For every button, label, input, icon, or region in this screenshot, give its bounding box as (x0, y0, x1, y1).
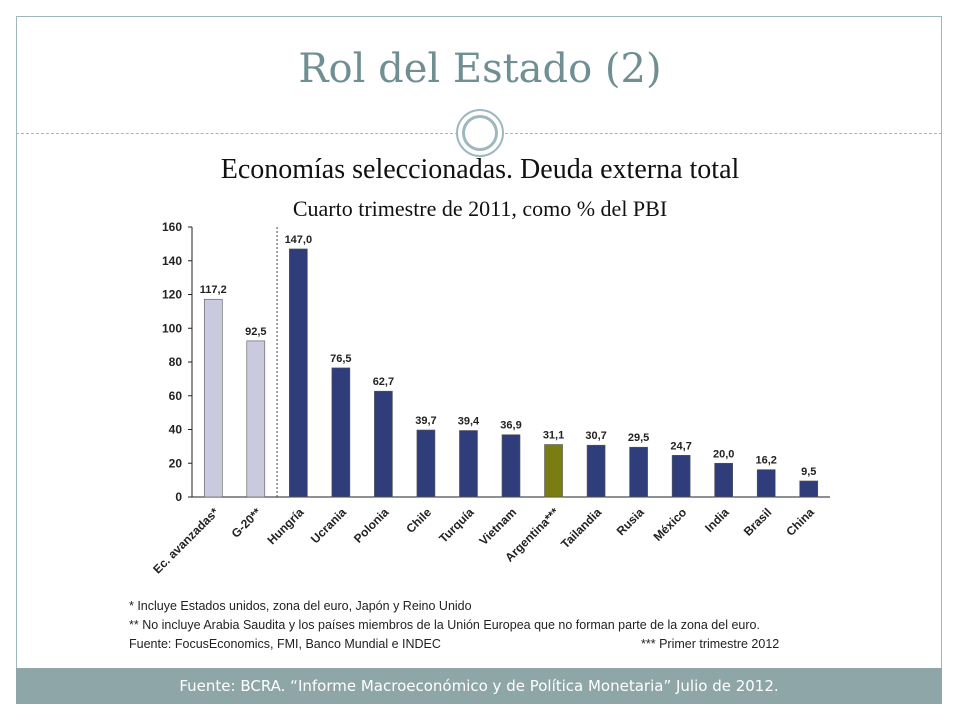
bar-value-label: 36,9 (500, 420, 521, 432)
ring-ornament-inner (462, 115, 498, 151)
category-label: Vietnam (476, 505, 519, 548)
footer-source-bar: Fuente: BCRA. “Informe Macroeconómico y … (16, 668, 942, 704)
category-label: Chile (403, 505, 434, 536)
chart-subtitle: Cuarto trimestre de 2011, como % del PBI (292, 196, 668, 221)
category-label: Ucrania (308, 505, 349, 546)
y-tick-label: 40 (169, 423, 183, 437)
bar-value-label: 16,2 (755, 455, 776, 467)
y-tick-label: 20 (169, 456, 183, 470)
external-debt-bar-chart: 0 20 40 60 80 100 120 140 160 117,2 Ec. avanzadas*… (150, 220, 830, 576)
bar-value-label: 92,5 (245, 326, 266, 338)
note-source: Fuente: FocusEconomics, FMI, Banco Mundi… (129, 637, 441, 651)
slide-title: Rol del Estado (2) (298, 46, 662, 92)
bar (799, 480, 819, 498)
y-tick-label: 140 (162, 254, 182, 268)
bar-value-label: 147,0 (285, 234, 313, 246)
bar (374, 390, 393, 498)
bar-value-label: 76,5 (330, 353, 351, 365)
note-source-line: Fuente: FocusEconomics, FMI, Banco Mundi… (129, 635, 809, 654)
category-label: México (651, 505, 690, 544)
bar (756, 469, 776, 498)
category-label: Brasil (741, 505, 774, 538)
bar (586, 444, 606, 498)
bar-value-label: 29,5 (628, 432, 649, 444)
y-tick-label: 60 (169, 389, 183, 403)
category-label: Turquía (436, 505, 477, 546)
y-tick-label: 120 (162, 288, 182, 302)
bar-value-label: 30,7 (585, 430, 606, 442)
bar-value-label: 39,4 (458, 416, 480, 428)
category-label: G-20** (229, 505, 265, 541)
bar (416, 429, 436, 498)
y-tick-label: 0 (175, 490, 182, 504)
bar-value-label: 39,7 (415, 415, 436, 427)
bar (671, 455, 691, 498)
bar-value-label: 31,1 (543, 430, 564, 442)
ring-ornament (456, 109, 504, 157)
chart-notes: * Incluye Estados unidos, zona del euro,… (129, 597, 809, 654)
bar-value-label: 117,2 (200, 284, 227, 296)
note-first-quarter: *** Primer trimestre 2012 (641, 637, 780, 651)
chart-title: Economías seleccionadas. Deuda externa t… (220, 154, 740, 185)
category-label: Hungría (264, 505, 306, 547)
bar-value-label: 9,5 (801, 466, 816, 478)
bar (459, 430, 478, 498)
category-label: Ec. avanzadas* (150, 505, 221, 576)
bar-value-label: 20,0 (713, 448, 734, 460)
category-label: Polonia (351, 505, 392, 546)
bar (289, 248, 308, 498)
category-label: China (783, 505, 817, 539)
bar (203, 298, 223, 498)
note-advanced-economies: * Incluye Estados unidos, zona del euro,… (129, 599, 472, 613)
category-label: Tailandia (558, 505, 604, 551)
bar-value-label: 24,7 (670, 440, 691, 452)
bar (246, 340, 266, 498)
bar (331, 367, 351, 498)
category-label: Rusia (614, 505, 647, 538)
y-tick-label: 160 (162, 220, 182, 234)
bar (629, 446, 648, 498)
bar (714, 462, 733, 498)
note-g20: ** No incluye Arabia Saudita y los paíse… (129, 618, 760, 632)
bar (544, 444, 563, 498)
category-label: India (702, 505, 732, 535)
bar (501, 434, 521, 498)
bar-value-label: 62,7 (373, 376, 394, 388)
y-tick-label: 100 (162, 321, 182, 335)
y-tick-label: 80 (169, 355, 183, 369)
